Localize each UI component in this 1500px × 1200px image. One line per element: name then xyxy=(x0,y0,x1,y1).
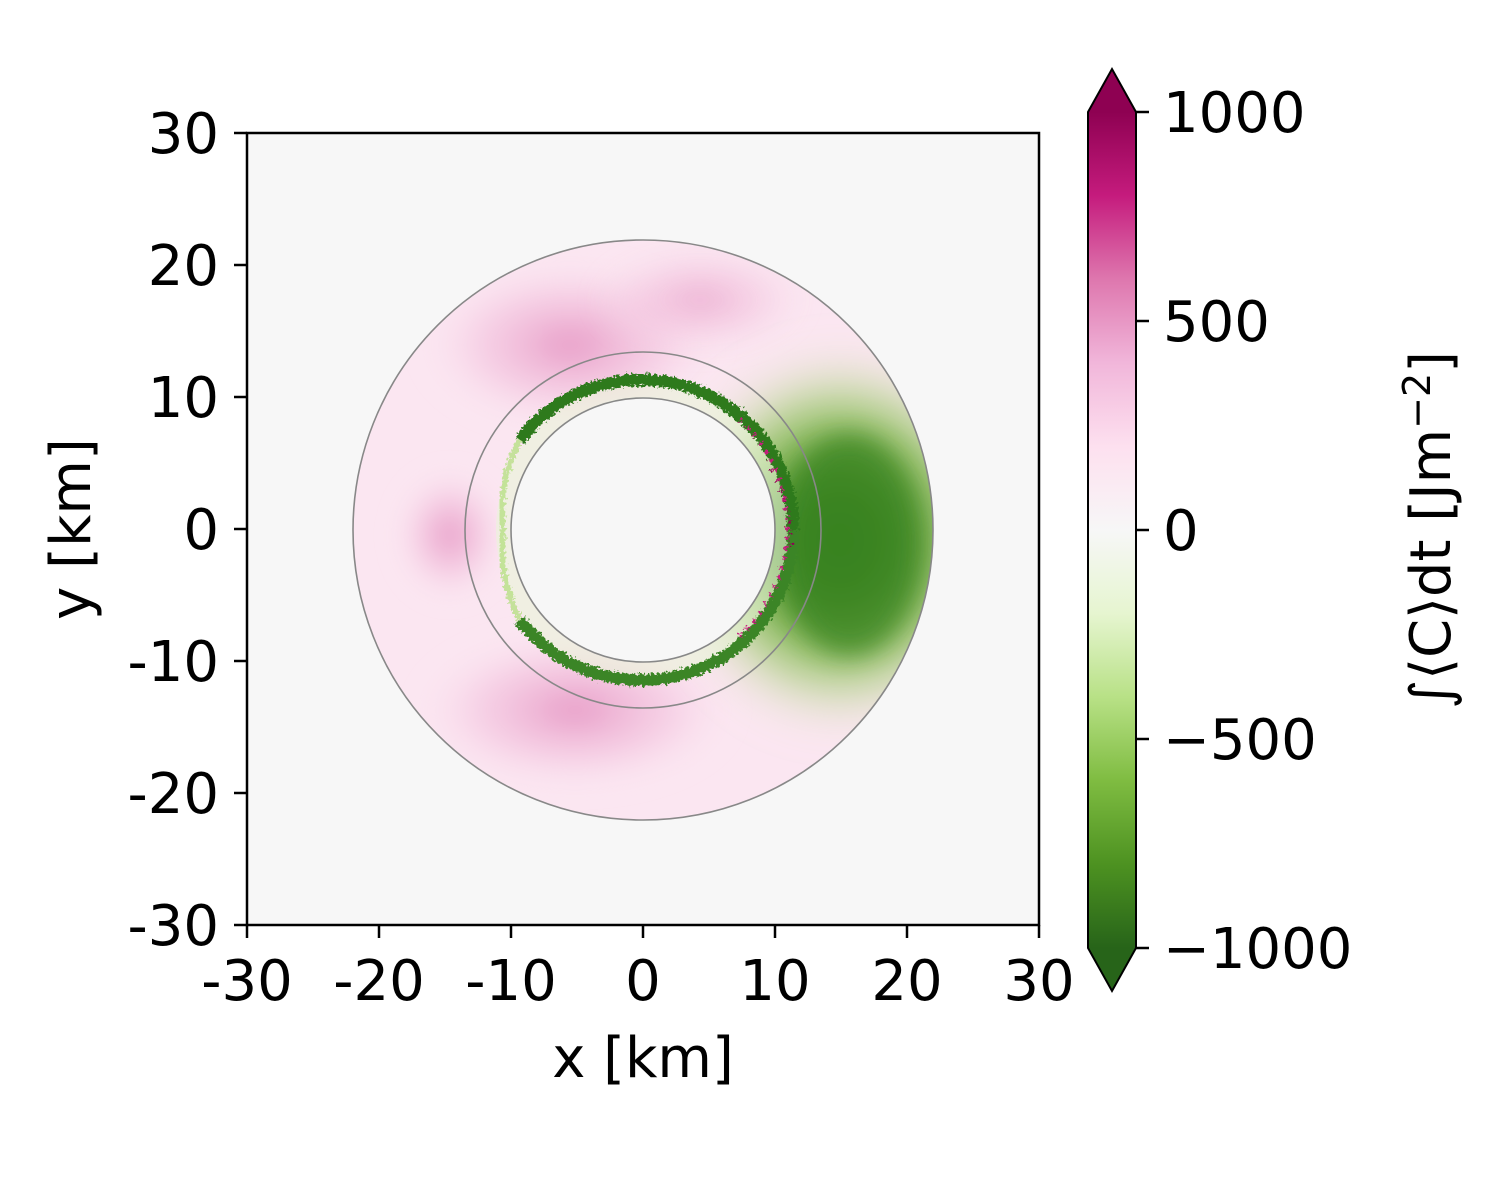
ring-outer xyxy=(352,239,934,821)
colorbar-label-superscript: −2 xyxy=(1395,373,1439,429)
colorbar-label: ∫⟨C⟩dt [Jm−2] xyxy=(1395,351,1464,709)
x-tick-label: -20 xyxy=(333,949,424,1014)
colorbar-ticks: 1000 500 0 −500 −1000 xyxy=(1136,81,1352,982)
colorbar-tick-label: 0 xyxy=(1163,499,1199,564)
y-tick-label: -10 xyxy=(128,630,219,695)
pink-lobe-left xyxy=(395,470,505,600)
colorbar-label-close: ] xyxy=(1399,351,1464,373)
colorbar-tick-label: 1000 xyxy=(1163,81,1306,146)
x-tick-label: 30 xyxy=(1003,949,1074,1014)
x-axis-label: x [km] xyxy=(552,1026,734,1091)
pink-lobe-upper-right xyxy=(590,245,810,355)
y-tick-label: 0 xyxy=(183,498,219,563)
colorbar-tick-label: 500 xyxy=(1163,290,1270,355)
x-tick-label: 20 xyxy=(871,949,942,1014)
ring-inner xyxy=(510,397,776,663)
colorbar-extend-top xyxy=(1088,69,1136,112)
y-axis-ticks: -30 -20 -10 0 10 20 30 xyxy=(128,102,247,959)
colorbar-label-main: ∫⟨C⟩dt [Jm xyxy=(1399,429,1464,709)
colorbar-body xyxy=(1088,112,1136,948)
colorbar-extend-bottom xyxy=(1088,948,1136,991)
y-tick-label: -20 xyxy=(128,762,219,827)
x-tick-label: 0 xyxy=(625,949,661,1014)
y-tick-label: 20 xyxy=(148,234,219,299)
y-tick-label: 30 xyxy=(148,102,219,167)
colorbar-tick-label: −500 xyxy=(1163,708,1317,773)
colorbar-tick-label: −1000 xyxy=(1163,917,1352,982)
x-tick-label: -30 xyxy=(201,949,292,1014)
x-tick-label: 10 xyxy=(739,949,810,1014)
y-axis-label: y [km] xyxy=(39,438,104,620)
x-tick-label: -10 xyxy=(465,949,556,1014)
y-tick-label: -30 xyxy=(128,894,219,959)
eye-interior xyxy=(511,398,775,662)
x-axis-ticks: -30 -20 -10 0 10 20 30 xyxy=(201,925,1075,1014)
ring-middle xyxy=(464,351,822,709)
colorbar: 1000 500 0 −500 −1000 ∫⟨C⟩dt [Jm−2] xyxy=(1087,66,1464,994)
y-tick-label: 10 xyxy=(148,366,219,431)
eyewall-ring xyxy=(495,373,799,687)
